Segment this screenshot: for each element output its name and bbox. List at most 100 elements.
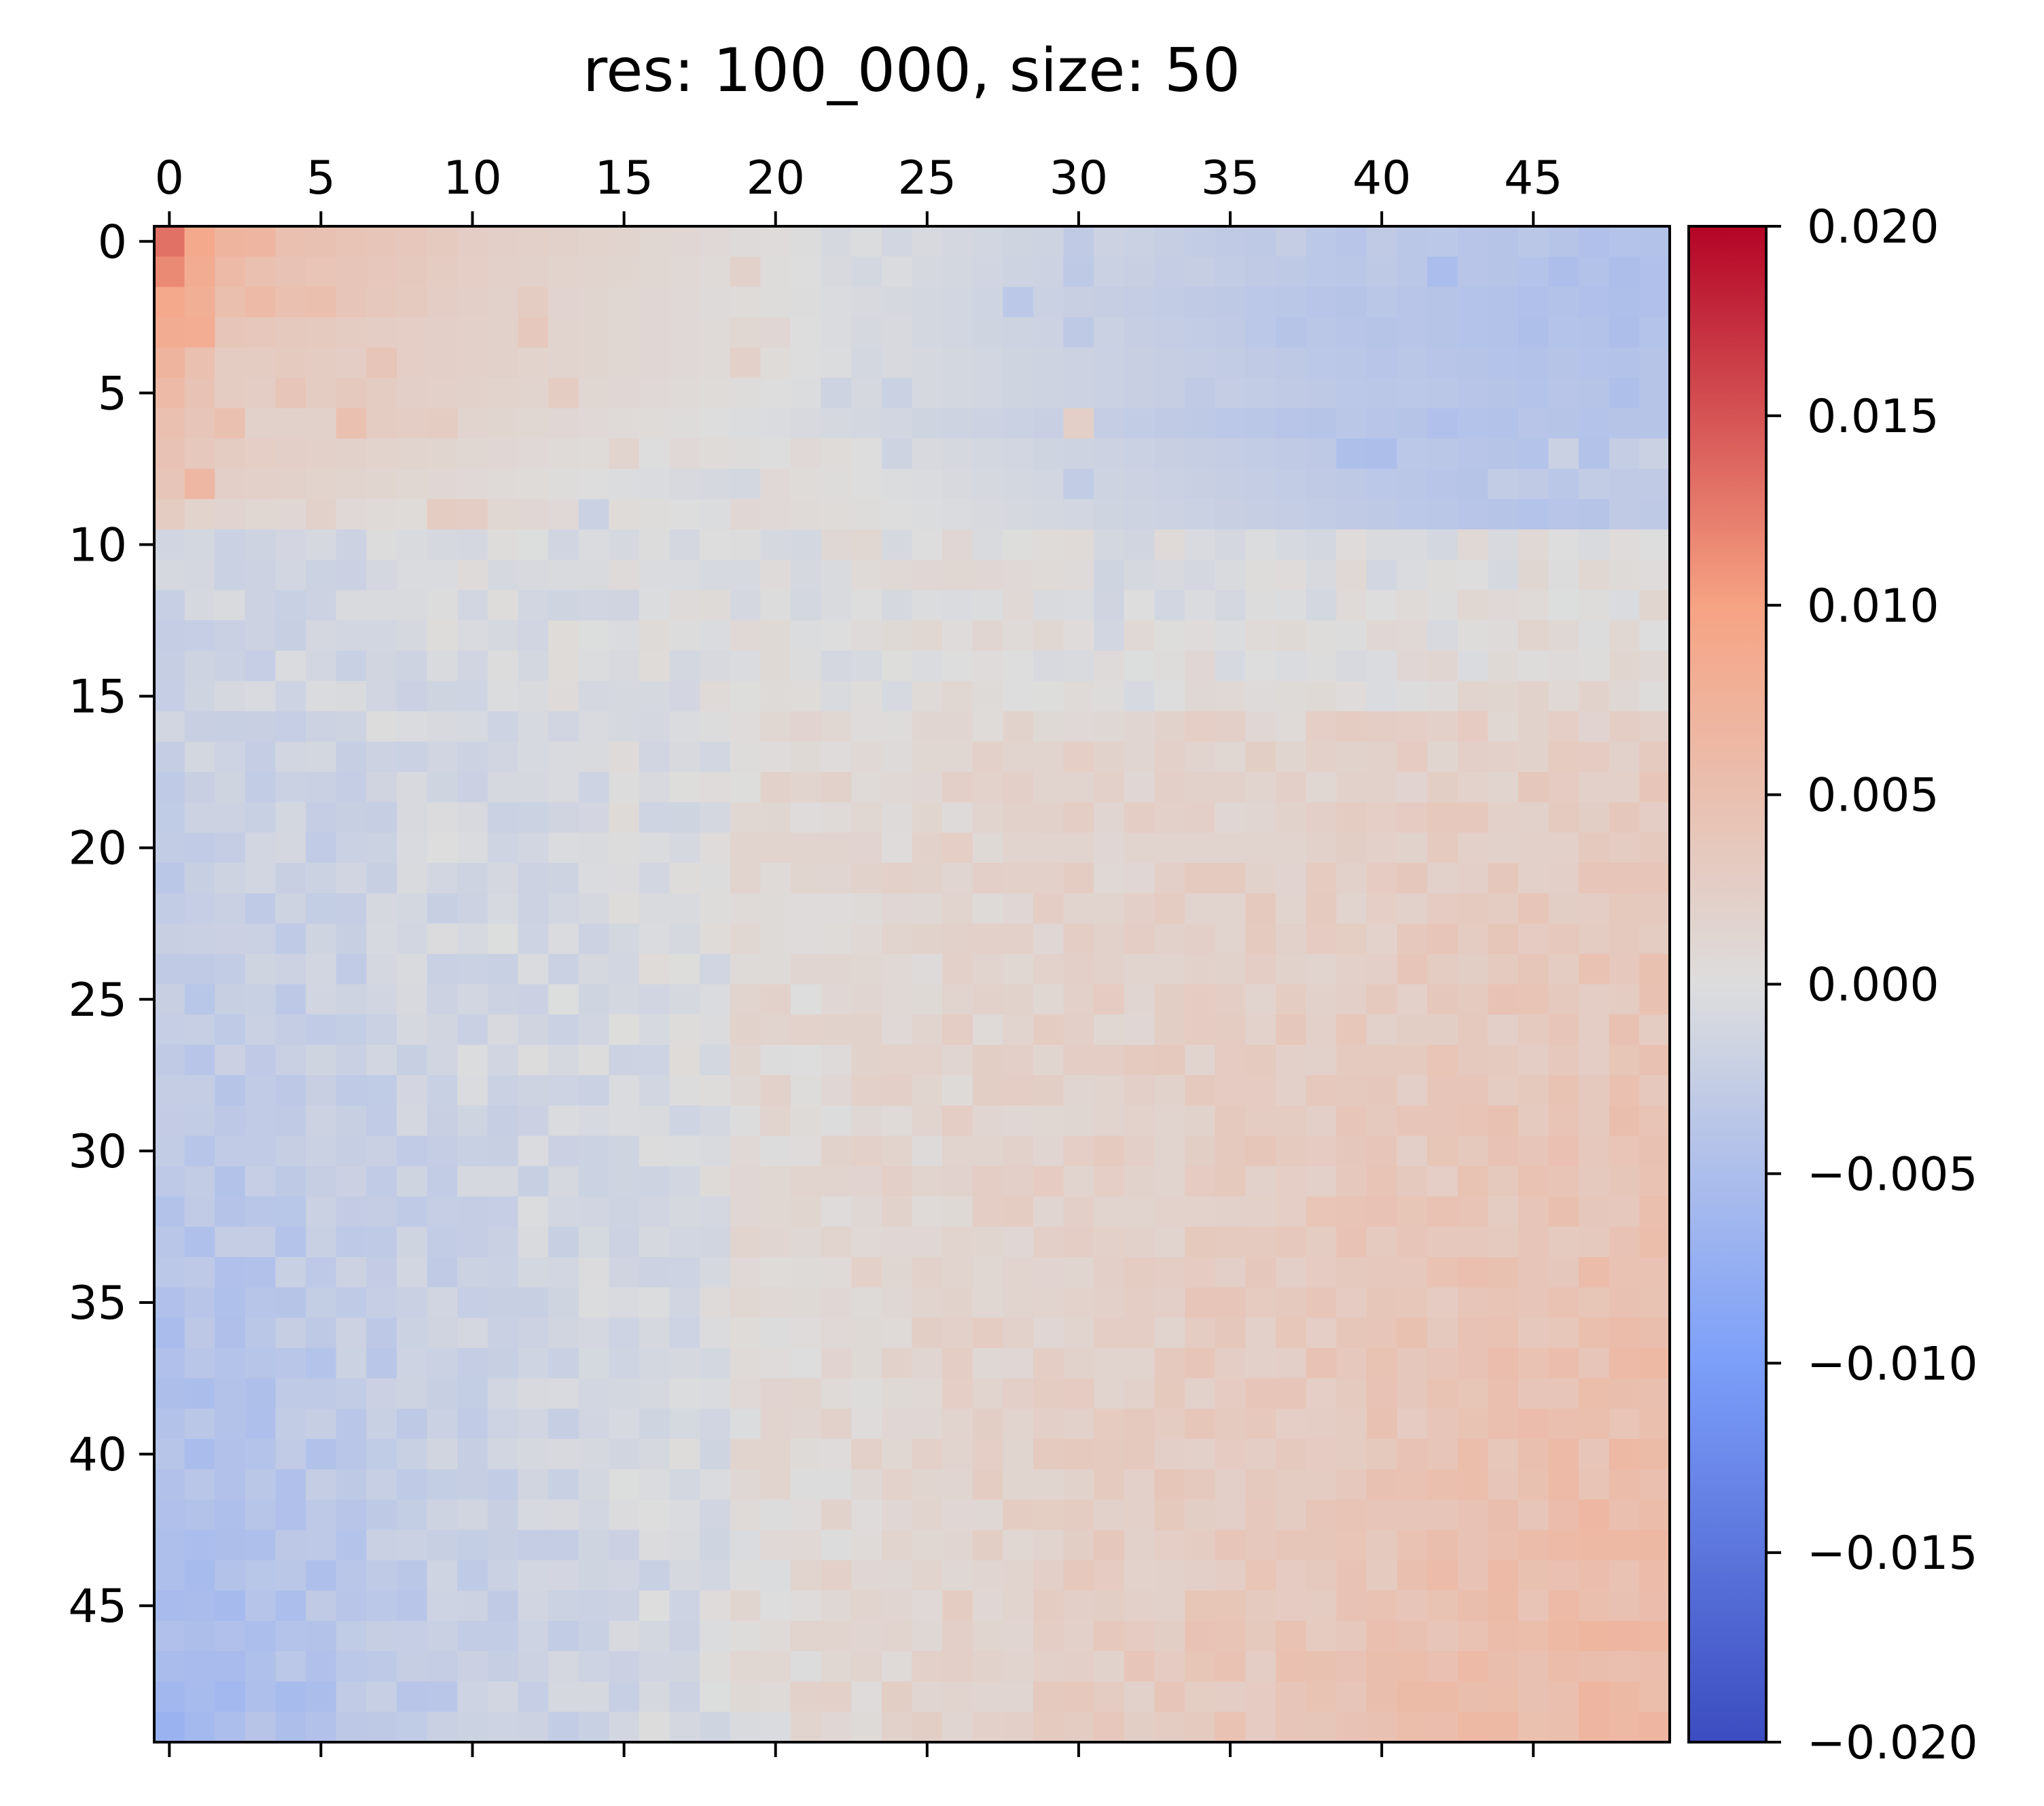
heatmap-cell <box>336 1105 367 1137</box>
heatmap-cell <box>457 984 488 1015</box>
heatmap-cell <box>487 1135 519 1167</box>
heatmap-cell <box>1579 1196 1610 1228</box>
heatmap-cell <box>1275 650 1307 681</box>
heatmap-cell <box>669 953 700 985</box>
heatmap-cell <box>669 499 700 530</box>
heatmap-cell <box>487 1409 519 1440</box>
heatmap-cell <box>881 1226 913 1258</box>
heatmap-cell <box>1579 1438 1610 1470</box>
heatmap-cell <box>1185 650 1216 681</box>
heatmap-cell <box>639 1166 670 1197</box>
heatmap-cell <box>942 1560 973 1591</box>
heatmap-cell <box>1579 559 1610 591</box>
heatmap-cell <box>336 620 367 652</box>
heatmap-cell <box>639 378 670 409</box>
heatmap-cell <box>548 711 579 743</box>
heatmap-cell <box>791 1438 822 1470</box>
heatmap-cell <box>548 1681 579 1712</box>
heatmap-cell <box>396 620 428 652</box>
heatmap-cell <box>1579 1257 1610 1288</box>
heatmap-cell <box>760 1590 791 1622</box>
heatmap-cell <box>639 468 670 500</box>
heatmap-cell <box>548 529 579 561</box>
heatmap-cell <box>336 832 367 864</box>
heatmap-cell <box>1518 1681 1549 1712</box>
heatmap-cell <box>700 741 731 773</box>
heatmap-cell <box>366 590 397 621</box>
heatmap-cell <box>1094 1226 1125 1258</box>
heatmap-cell <box>1548 741 1579 773</box>
heatmap-cell <box>942 1590 973 1622</box>
heatmap-cell <box>1336 1347 1367 1379</box>
heatmap-cell <box>366 863 397 894</box>
heatmap-cell <box>1094 711 1125 743</box>
heatmap-cell <box>1003 1438 1034 1470</box>
heatmap-cell <box>1063 650 1094 681</box>
heatmap-cell <box>760 256 791 287</box>
heatmap-cell <box>1185 1347 1216 1379</box>
heatmap-cell <box>1457 1621 1488 1652</box>
heatmap-cell <box>942 287 973 318</box>
heatmap-cell <box>1003 590 1034 621</box>
heatmap-cell <box>609 1135 640 1167</box>
heatmap-cell <box>1154 1135 1185 1167</box>
heatmap-cell <box>881 347 913 378</box>
heatmap-cell <box>1518 1378 1549 1409</box>
heatmap-cell <box>154 468 185 500</box>
heatmap-cell <box>548 559 579 591</box>
heatmap-cell <box>1488 1500 1519 1531</box>
heatmap-cell <box>578 1529 609 1561</box>
heatmap-cell <box>1063 772 1094 803</box>
heatmap-cell <box>1639 1378 1670 1409</box>
heatmap-cell <box>427 529 458 561</box>
heatmap-cell <box>1003 1590 1034 1622</box>
colorbar-tick-label: 0.000 <box>1807 959 1939 1012</box>
heatmap-cell <box>215 832 246 864</box>
heatmap-cell <box>881 681 913 712</box>
heatmap-cell <box>1427 741 1458 773</box>
heatmap-cell <box>275 1651 306 1682</box>
heatmap-cell <box>1609 347 1640 378</box>
heatmap-cell <box>1275 620 1307 652</box>
heatmap-cell <box>1275 256 1307 287</box>
heatmap-cell <box>730 893 761 924</box>
heatmap-cell <box>427 772 458 803</box>
heatmap-cell <box>1397 1560 1428 1591</box>
heatmap-cell <box>669 1287 700 1318</box>
heatmap-cell <box>700 590 731 621</box>
heatmap-cell <box>881 559 913 591</box>
heatmap-cell <box>518 1681 549 1712</box>
heatmap-cell <box>487 1469 519 1500</box>
heatmap-cell <box>669 620 700 652</box>
heatmap-cell <box>1154 468 1185 500</box>
heatmap-cell <box>639 256 670 287</box>
heatmap-cell <box>821 832 852 864</box>
heatmap-cell <box>184 1560 215 1591</box>
heatmap-cell <box>1366 863 1398 894</box>
heatmap-cell <box>730 1044 761 1076</box>
heatmap-cell <box>1033 1529 1064 1561</box>
heatmap-cell <box>1397 863 1428 894</box>
heatmap-cell <box>1094 953 1125 985</box>
heatmap-cell <box>1427 1226 1458 1258</box>
heatmap-cell <box>1579 802 1610 833</box>
heatmap-cell <box>1124 1590 1155 1622</box>
heatmap-cell <box>1609 741 1640 773</box>
heatmap-cell <box>457 590 488 621</box>
heatmap-cell <box>1427 1712 1458 1743</box>
heatmap-cell <box>851 317 882 349</box>
heatmap-cell <box>1063 1226 1094 1258</box>
heatmap-cell <box>1457 1409 1488 1440</box>
heatmap-cell <box>336 256 367 287</box>
heatmap-cell <box>760 347 791 378</box>
heatmap-cell <box>1518 347 1549 378</box>
heatmap-cell <box>1306 468 1337 500</box>
heatmap-cell <box>1245 499 1276 530</box>
heatmap-cell <box>1518 438 1549 470</box>
heatmap-cell <box>215 1105 246 1137</box>
heatmap-cell <box>1215 1560 1246 1591</box>
heatmap-cell <box>1275 1590 1307 1622</box>
heatmap-cell <box>306 317 337 349</box>
heatmap-cell <box>1033 1166 1064 1197</box>
heatmap-cell <box>336 1500 367 1531</box>
